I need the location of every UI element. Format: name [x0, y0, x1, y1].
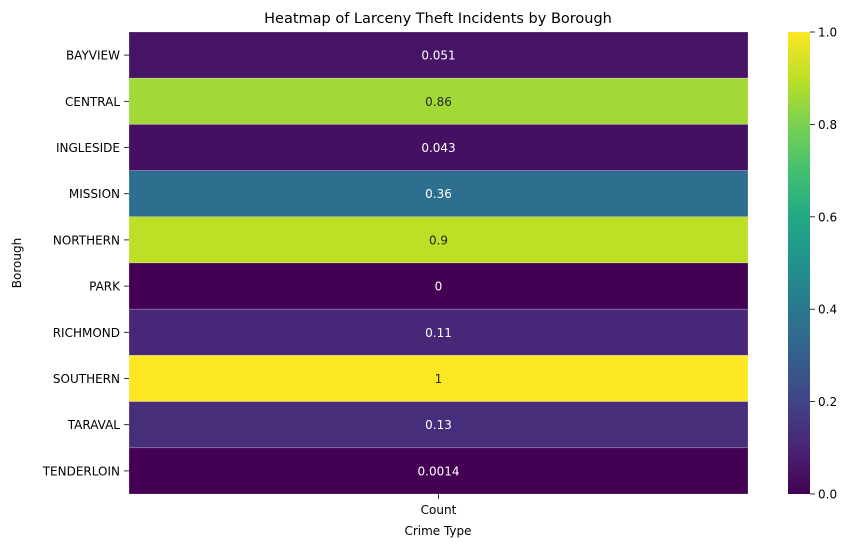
- x-axis-ticks: Count: [421, 494, 457, 517]
- y-axis-ticks: BAYVIEW CENTRAL INGLESIDE MISSION NORTHERN PA…: [42, 49, 129, 478]
- cell-value-label: 0.051: [421, 49, 455, 63]
- cell-value-label: 0.0014: [418, 464, 460, 478]
- heatmap-cell: [128, 170, 749, 218]
- heatmap-cell: [128, 308, 749, 356]
- colorbar-tick-label: 0.6: [818, 210, 837, 224]
- heatmap-cell: [128, 77, 749, 125]
- colorbar-tick-label: 1.0: [818, 26, 837, 40]
- chart-title: Heatmap of Larceny Theft Incidents by Bo…: [264, 11, 612, 27]
- colorbar-gradient: [788, 32, 810, 494]
- heatmap-cell: [128, 31, 749, 79]
- heatmap-cell: [128, 447, 749, 495]
- y-tick-label: TENDERLOIN: [42, 464, 120, 478]
- y-tick-label: MISSION: [69, 187, 120, 201]
- y-tick-label: PARK: [89, 280, 121, 294]
- cell-value-label: 1: [435, 372, 443, 386]
- x-axis-label: Crime Type: [404, 524, 471, 538]
- colorbar-tick-label: 0.2: [818, 395, 837, 409]
- heatmap-cell: [128, 262, 749, 310]
- y-tick-label: INGLESIDE: [56, 141, 120, 155]
- y-tick-label: BAYVIEW: [66, 49, 120, 63]
- cell-value-label: 0.13: [425, 418, 452, 432]
- x-tick-label: Count: [421, 503, 457, 517]
- colorbar-tick-label: 0.8: [818, 118, 837, 132]
- y-tick-label: CENTRAL: [65, 95, 120, 109]
- cell-value-label: 0.36: [425, 187, 452, 201]
- y-tick-label: SOUTHERN: [53, 372, 120, 386]
- heatmap-cell: [128, 355, 749, 402]
- y-tick-label: TARAVAL: [67, 418, 121, 432]
- y-axis-label: Borough: [10, 238, 24, 288]
- heatmap-cells: 0.051 0.86 0.043 0.36 0.9 0 0.11 1 0.13 0.0014: [128, 31, 749, 495]
- colorbar-tick-label: 0.0: [818, 488, 837, 502]
- colorbar: 0.0 0.2 0.4 0.6 0.8 1.0: [788, 26, 837, 502]
- cell-value-label: 0.9: [429, 233, 448, 247]
- y-tick-label: RICHMOND: [53, 326, 120, 340]
- cell-value-label: 0: [435, 280, 443, 294]
- cell-value-label: 0.86: [425, 95, 452, 109]
- heatmap-cell: [128, 216, 749, 264]
- colorbar-tick-label: 0.4: [818, 303, 837, 317]
- heatmap-cell: [128, 124, 749, 171]
- cell-value-label: 0.11: [425, 326, 452, 340]
- cell-value-label: 0.043: [421, 141, 455, 155]
- y-tick-label: NORTHERN: [53, 233, 120, 247]
